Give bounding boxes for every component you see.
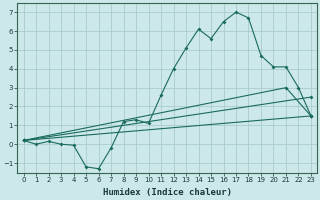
X-axis label: Humidex (Indice chaleur): Humidex (Indice chaleur)	[103, 188, 232, 197]
